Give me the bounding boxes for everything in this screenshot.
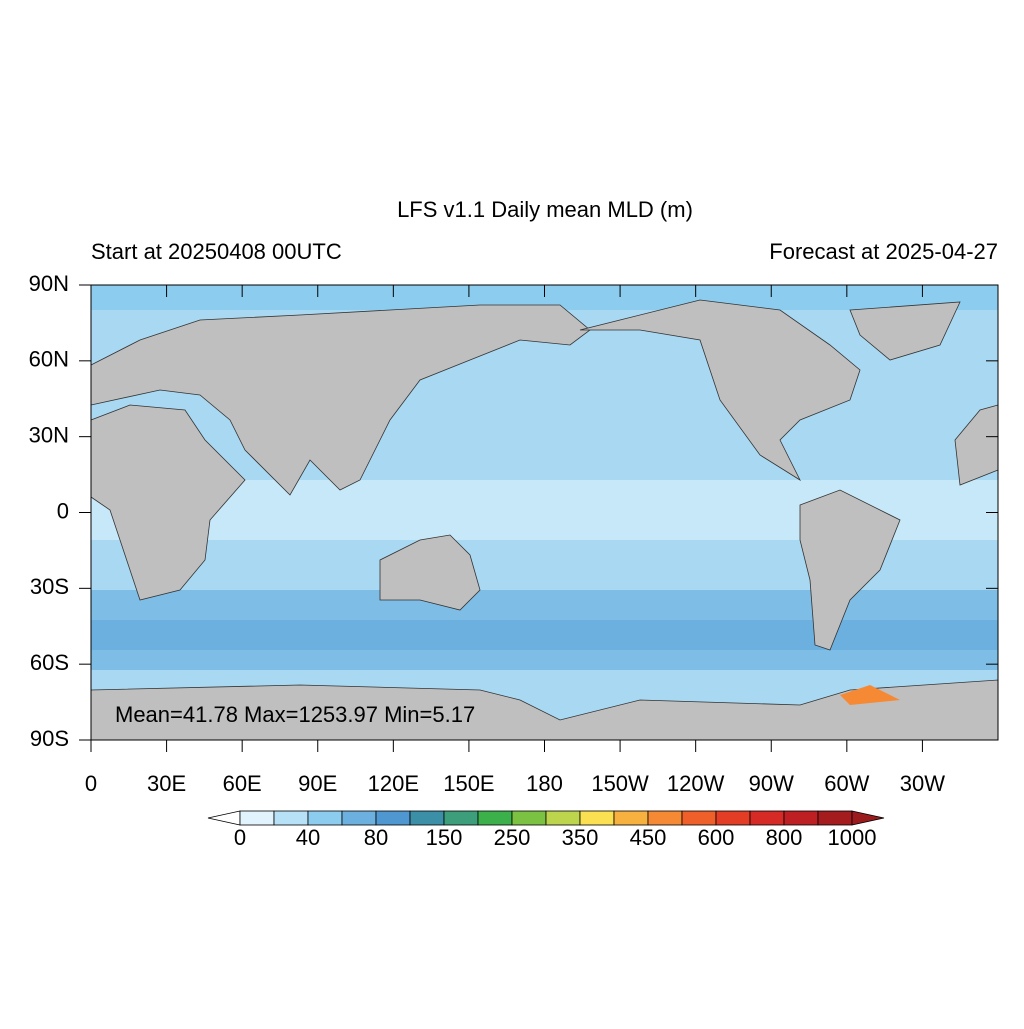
colorbar-box <box>783 810 819 826</box>
colorbar-box <box>307 810 343 826</box>
x-tick-label: 0 <box>85 771 97 796</box>
x-tick-label: 120E <box>368 771 419 796</box>
colorbar-label: 450 <box>630 825 667 850</box>
greenland <box>849 301 961 361</box>
y-tick-label: 0 <box>57 498 69 523</box>
map-area <box>90 284 999 741</box>
x-tick-label: 150E <box>443 771 494 796</box>
y-tick-label: 30S <box>30 574 69 599</box>
colorbar-box <box>579 810 615 826</box>
colorbar-box <box>613 810 649 826</box>
colorbar-box <box>375 810 411 826</box>
x-tick-label: 180 <box>526 771 563 796</box>
x-tick-label: 120W <box>667 771 725 796</box>
y-tick-label: 30N <box>29 422 69 447</box>
colorbar-label: 1000 <box>828 825 877 850</box>
north-america <box>579 299 861 482</box>
africa <box>90 404 246 601</box>
colorbar-box <box>715 810 751 826</box>
colorbar-box <box>409 810 445 826</box>
colorbar-label: 250 <box>494 825 531 850</box>
subtitle-left: Start at 20250408 00UTC <box>91 239 342 264</box>
x-tick-label: 150W <box>591 771 649 796</box>
subtitle-right: Forecast at 2025-04-27 <box>769 239 998 264</box>
y-tick-label: 90N <box>29 271 69 296</box>
south-america <box>799 489 901 651</box>
colorbar-box <box>511 810 547 826</box>
australia <box>379 534 481 611</box>
colorbar-label: 600 <box>698 825 735 850</box>
colorbar-label: 0 <box>234 825 246 850</box>
ocean-band <box>91 620 998 650</box>
colorbar-box <box>681 810 717 826</box>
colorbar-box <box>443 810 479 826</box>
colorbar-label: 150 <box>426 825 463 850</box>
colorbar-under <box>207 810 241 826</box>
colorbar-box <box>273 810 309 826</box>
colorbar-box <box>341 810 377 826</box>
x-tick-label: 60E <box>223 771 262 796</box>
x-tick-label: 30W <box>900 771 945 796</box>
colorbar-box <box>545 810 581 826</box>
colorbar-over <box>851 810 885 826</box>
colorbar-box <box>647 810 683 826</box>
colorbar-box <box>817 810 853 826</box>
title: LFS v1.1 Daily mean MLD (m) <box>397 197 693 222</box>
x-tick-label: 60W <box>824 771 869 796</box>
y-tick-label: 60S <box>30 650 69 675</box>
x-tick-label: 90W <box>749 771 794 796</box>
colorbar-box <box>477 810 513 826</box>
colorbar-label: 40 <box>296 825 320 850</box>
x-tick-label: 30E <box>147 771 186 796</box>
colorbar-label: 350 <box>562 825 599 850</box>
colorbar-box <box>239 810 275 826</box>
eurasia <box>90 304 591 496</box>
colorbar-label: 80 <box>364 825 388 850</box>
colorbar-label: 800 <box>766 825 803 850</box>
y-tick-label: 90S <box>30 726 69 751</box>
colorbar-box <box>749 810 785 826</box>
x-tick-label: 90E <box>298 771 337 796</box>
high-mld-patch <box>840 685 900 705</box>
stats-annotation: Mean=41.78 Max=1253.97 Min=5.17 <box>115 702 475 727</box>
y-tick-label: 60N <box>29 347 69 372</box>
